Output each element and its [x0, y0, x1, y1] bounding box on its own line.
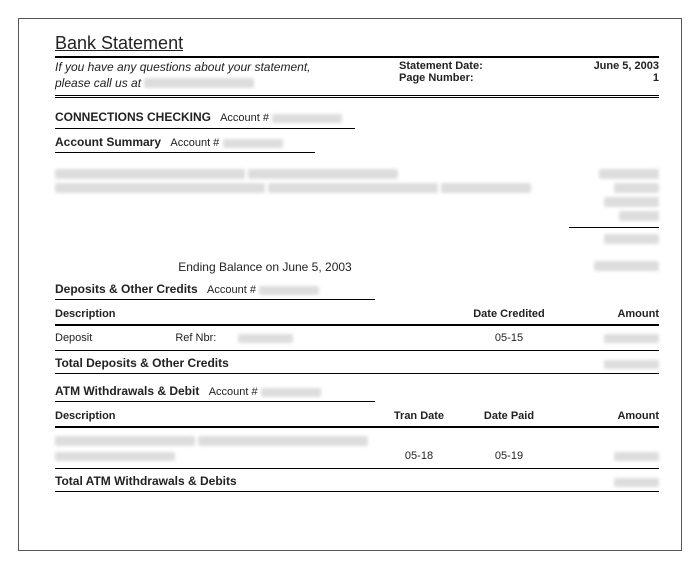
subtotal-rule: [569, 227, 659, 228]
page-number-label: Page Number:: [399, 72, 539, 84]
redacted-acct-2: [223, 139, 283, 148]
redacted-bal-label-2: [248, 169, 398, 179]
atm-paid-date: 05-19: [459, 450, 559, 462]
redacted-bal-label-3: [55, 183, 265, 193]
redacted-bal-label-4: [268, 183, 438, 193]
tagline: If you have any questions about your sta…: [55, 60, 399, 91]
col-tran-date: Tran Date: [379, 410, 459, 422]
account-type-row: CONNECTIONS CHECKING Account #: [55, 110, 659, 124]
col-amount-2: Amount: [559, 410, 659, 422]
redacted-bal-label-5: [441, 183, 531, 193]
account-word-4: Account #: [209, 386, 258, 398]
atm-total-row: Total ATM Withdrawals & Debits: [55, 468, 659, 492]
redacted-atm-desc-3: [55, 452, 175, 461]
double-rule: [55, 95, 659, 98]
redacted-deposits-total: [604, 360, 659, 369]
summary-heading-row: Account Summary Account #: [55, 135, 315, 153]
ending-balance-row: Ending Balance on June 5, 2003: [55, 260, 659, 274]
atm-total-label: Total ATM Withdrawals & Debits: [55, 474, 379, 488]
account-word-3: Account #: [207, 284, 256, 296]
ref-nbr-label: Ref Nbr:: [175, 332, 235, 344]
balances-values: [569, 167, 659, 246]
header-row: If you have any questions about your sta…: [55, 56, 659, 91]
page-number-value: 1: [539, 72, 659, 84]
account-type-label: CONNECTIONS CHECKING: [55, 110, 211, 124]
redacted-bal-val-2: [614, 183, 659, 193]
deposit-row-1: Deposit Ref Nbr: 05-15: [55, 326, 659, 350]
account-word-1: Account #: [220, 112, 269, 124]
redacted-acct-3: [259, 286, 319, 295]
deposits-heading-row: Deposits & Other Credits Account #: [55, 282, 375, 300]
redacted-acct-1: [272, 114, 342, 123]
deposits-total-label: Total Deposits & Other Credits: [55, 356, 459, 370]
redacted-atm-desc-2: [198, 436, 368, 446]
redacted-acct-4: [261, 388, 321, 397]
deposit-desc: Deposit: [55, 332, 92, 344]
tagline-line2: please call us at: [55, 76, 141, 90]
atm-desc-block: [55, 434, 659, 448]
page-title: Bank Statement: [55, 33, 659, 54]
tagline-line1: If you have any questions about your sta…: [55, 60, 311, 74]
redacted-atm-total: [614, 478, 659, 487]
balances-block: [55, 167, 659, 246]
col-desc-1: Description: [55, 308, 459, 320]
atm-row-1: 05-18 05-19: [55, 450, 659, 468]
statement-frame: Bank Statement If you have any questions…: [18, 18, 682, 551]
col-amount-1: Amount: [559, 308, 659, 320]
account-word-2: Account #: [170, 137, 219, 149]
atm-tran-date: 05-18: [379, 450, 459, 462]
deposits-total-row: Total Deposits & Other Credits: [55, 350, 659, 374]
atm-heading-row: ATM Withdrawals & Debit Account #: [55, 384, 375, 402]
redacted-bal-label-1: [55, 169, 245, 179]
deposits-heading: Deposits & Other Credits: [55, 282, 198, 296]
redacted-bal-val-5: [604, 234, 659, 244]
redacted-bal-val-4: [619, 211, 659, 221]
atm-columns: Description Tran Date Date Paid Amount: [55, 404, 659, 428]
redacted-atm-desc-1: [55, 436, 195, 446]
redacted-bal-val-3: [604, 197, 659, 207]
balances-labels: [55, 167, 569, 246]
col-date-credited: Date Credited: [459, 308, 559, 320]
deposit-date: 05-15: [459, 332, 559, 344]
redacted-deposit-amt: [604, 334, 659, 343]
redacted-ending-balance: [594, 261, 659, 271]
col-desc-2: Description: [55, 410, 379, 422]
redacted-ref-nbr: [238, 334, 293, 343]
col-date-paid: Date Paid: [459, 410, 559, 422]
redacted-phone: [144, 78, 254, 88]
redacted-bal-val-1: [599, 169, 659, 179]
summary-heading: Account Summary: [55, 135, 161, 149]
stmt-date-value: June 5, 2003: [539, 60, 659, 72]
stmt-date-label: Statement Date:: [399, 60, 539, 72]
deposits-columns: Description Date Credited Amount: [55, 302, 659, 326]
header-right: Statement Date: June 5, 2003 Page Number…: [399, 60, 659, 91]
rule-1: [55, 128, 355, 129]
redacted-atm-amt: [614, 452, 659, 461]
atm-heading: ATM Withdrawals & Debit: [55, 384, 199, 398]
ending-balance-label: Ending Balance on June 5, 2003: [55, 260, 475, 274]
